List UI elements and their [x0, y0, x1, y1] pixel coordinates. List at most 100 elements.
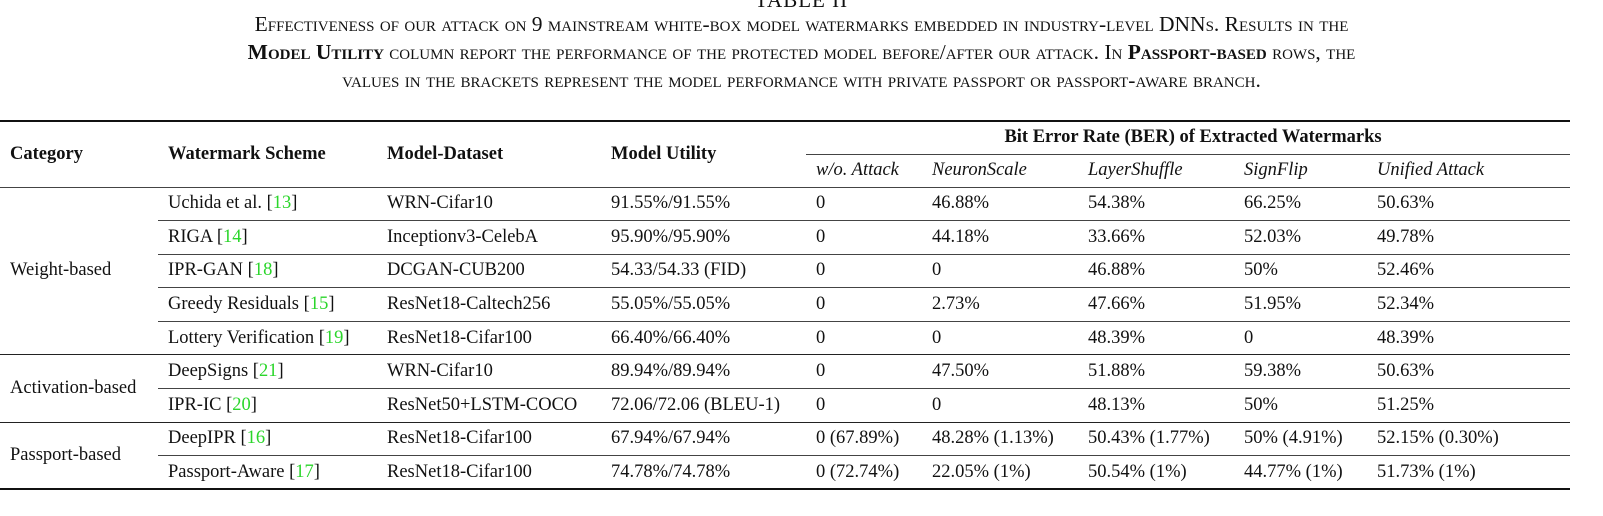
- table-row: IPR-IC [20] ResNet50+LSTM-COCO 72.06/72.06…: [0, 388, 1570, 423]
- scheme-name: Greedy Residuals: [168, 294, 300, 315]
- caption-line-2-suffix: rows, the: [1272, 40, 1356, 64]
- ber-cell: 48.39%: [1367, 321, 1570, 356]
- scheme-cell: IPR-GAN [18]: [158, 254, 377, 289]
- ber-cell: 50.43% (1.77%): [1078, 422, 1234, 457]
- category-cell: Activation-based: [0, 354, 158, 423]
- model-dataset-cell: WRN-Cifar10: [377, 187, 601, 222]
- scheme-cell: Passport-Aware [17]: [158, 455, 377, 491]
- model-dataset-cell: ResNet18-Cifar100: [377, 422, 601, 457]
- ber-cell: 0: [806, 220, 922, 255]
- ber-cell: 52.34%: [1367, 287, 1570, 322]
- citation-link[interactable]: 13: [272, 193, 292, 214]
- ber-cell: 52.15% (0.30%): [1367, 422, 1570, 457]
- model-utility-cell: 91.55%/91.55%: [601, 187, 806, 222]
- table-row: Passport-Aware [17] ResNet18-Cifar100 74.7…: [0, 455, 1570, 491]
- table-caption: Effectiveness of our attack on 9 mainstr…: [0, 10, 1603, 94]
- citation-link[interactable]: 16: [246, 428, 266, 449]
- scheme-cell: Uchida et al. [13]: [158, 187, 377, 222]
- ber-cell: 0: [806, 287, 922, 322]
- ber-cell: 59.38%: [1234, 354, 1367, 390]
- ber-cell: 48.28% (1.13%): [922, 422, 1078, 457]
- citation-link[interactable]: 15: [309, 294, 329, 315]
- caption-bold-model-utility: Model Utility: [247, 40, 384, 64]
- scheme-cell: DeepSigns [21]: [158, 354, 377, 390]
- scheme-name: IPR-GAN: [168, 260, 244, 281]
- ber-cell: 0 (72.74%): [806, 455, 922, 491]
- scheme-cell: Lottery Verification [19]: [158, 321, 377, 356]
- table-row: Lottery Verification [19] ResNet18-Cifar1…: [0, 321, 1570, 356]
- scheme-name: Passport-Aware: [168, 461, 285, 482]
- ber-cell: 49.78%: [1367, 220, 1570, 255]
- header-category: Category: [0, 121, 158, 188]
- model-utility-cell: 72.06/72.06 (BLEU-1): [601, 388, 806, 423]
- model-dataset-cell: ResNet18-Cifar100: [377, 321, 601, 356]
- ber-cell: 46.88%: [1078, 254, 1234, 289]
- model-dataset-cell: Inceptionv3-CelebA: [377, 220, 601, 255]
- model-dataset-cell: ResNet18-Cifar100: [377, 455, 601, 491]
- table-row: Activation-based DeepSigns [21] WRN-Cifar1…: [0, 354, 1570, 423]
- header-row-1: Category Watermark Scheme Model-Dataset …: [0, 121, 1570, 188]
- ber-cell: 48.13%: [1078, 388, 1234, 423]
- ber-cell: 50%: [1234, 388, 1367, 423]
- ber-cell: 0: [806, 321, 922, 356]
- scheme-cell: IPR-IC [20]: [158, 388, 377, 423]
- ber-cell: 0: [922, 254, 1078, 289]
- ber-cell: 0: [1234, 321, 1367, 356]
- scheme-name: RIGA: [168, 226, 213, 247]
- header-attack: w/o. Attack: [806, 154, 922, 188]
- header-watermark-scheme: Watermark Scheme: [158, 121, 377, 188]
- scheme-cell: RIGA [14]: [158, 220, 377, 255]
- header-ber-group: Bit Error Rate (BER) of Extracted Waterm…: [806, 121, 1570, 155]
- ber-cell: 66.25%: [1234, 187, 1367, 222]
- scheme-name: Uchida et al.: [168, 193, 262, 214]
- ber-cell: 48.39%: [1078, 321, 1234, 356]
- model-utility-cell: 67.94%/67.94%: [601, 422, 806, 457]
- model-dataset-cell: DCGAN-CUB200: [377, 254, 601, 289]
- ber-cell: 0: [806, 187, 922, 222]
- ber-cell: 50%: [1234, 254, 1367, 289]
- model-dataset-cell: ResNet50+LSTM-COCO: [377, 388, 601, 423]
- citation-link[interactable]: 18: [253, 260, 273, 281]
- model-utility-cell: 74.78%/74.78%: [601, 455, 806, 491]
- scheme-cell: DeepIPR [16]: [158, 422, 377, 457]
- category-cell: Passport-based: [0, 422, 158, 491]
- ber-cell: 0: [806, 388, 922, 423]
- table-body: Weight-based Uchida et al. [13] WRN-Cifar1…: [0, 187, 1570, 491]
- ber-cell: 51.73% (1%): [1367, 455, 1570, 491]
- ber-cell: 50.54% (1%): [1078, 455, 1234, 491]
- header-attack: Unified Attack: [1367, 154, 1570, 188]
- scheme-cell: Greedy Residuals [15]: [158, 287, 377, 322]
- ber-cell: 0: [922, 321, 1078, 356]
- ber-cell: 46.88%: [922, 187, 1078, 222]
- model-dataset-cell: WRN-Cifar10: [377, 354, 601, 390]
- ber-cell: 44.77% (1%): [1234, 455, 1367, 491]
- ber-cell: 0: [806, 254, 922, 289]
- ber-cell: 50.63%: [1367, 187, 1570, 222]
- citation-link[interactable]: 19: [324, 327, 344, 348]
- ber-cell: 51.95%: [1234, 287, 1367, 322]
- caption-line-2: Model Utility column report the performa…: [0, 38, 1603, 66]
- ber-cell: 52.46%: [1367, 254, 1570, 289]
- ber-cell: 50% (4.91%): [1234, 422, 1367, 457]
- model-utility-cell: 55.05%/55.05%: [601, 287, 806, 322]
- citation-link[interactable]: 20: [232, 394, 251, 415]
- citation-link[interactable]: 14: [223, 226, 242, 247]
- model-utility-cell: 95.90%/95.90%: [601, 220, 806, 255]
- header-row-2: w/o. Attack NeuronScale LayerShuffle Sig…: [0, 154, 1570, 188]
- ber-cell: 2.73%: [922, 287, 1078, 322]
- ber-cell: 47.66%: [1078, 287, 1234, 322]
- table-label: TABLE II: [754, 0, 849, 12]
- citation-link[interactable]: 21: [258, 361, 278, 382]
- table-row: Greedy Residuals [15] ResNet18-Caltech256…: [0, 287, 1570, 322]
- scheme-name: IPR-IC: [168, 394, 222, 415]
- table-row: RIGA [14] Inceptionv3-CelebA 95.90%/95.90%…: [0, 220, 1570, 255]
- model-utility-cell: 89.94%/89.94%: [601, 354, 806, 390]
- model-utility-cell: 54.33/54.33 (FID): [601, 254, 806, 289]
- citation-link[interactable]: 17: [295, 461, 314, 482]
- table-row: IPR-GAN [18] DCGAN-CUB200 54.33/54.33 (FID…: [0, 254, 1570, 289]
- ber-cell: 51.25%: [1367, 388, 1570, 423]
- table-row: Weight-based Uchida et al. [13] WRN-Cifar1…: [0, 187, 1570, 356]
- caption-line-3: values in the brackets represent the mod…: [342, 68, 1261, 92]
- ber-cell: 50.63%: [1367, 354, 1570, 390]
- model-dataset-cell: ResNet18-Caltech256: [377, 287, 601, 322]
